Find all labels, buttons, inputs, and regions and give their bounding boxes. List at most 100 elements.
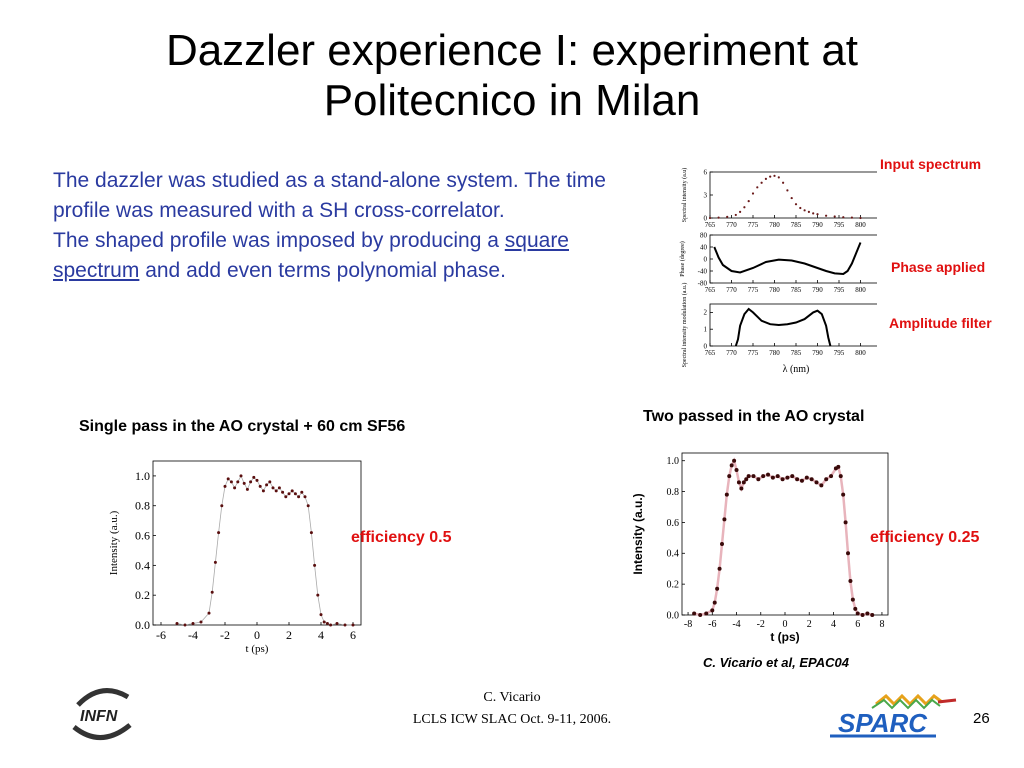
data-point [780, 477, 785, 482]
data-point [306, 504, 310, 508]
spectral-panels-figure: 765770775780785790795800805036Spectral i… [679, 168, 877, 375]
data-point [183, 623, 187, 627]
body-paragraph-2: The shaped profile was imposed by produc… [53, 226, 613, 286]
x-tick-label: 0 [254, 628, 260, 642]
y-axis-label: Spectral intensity (a.u) [681, 168, 688, 222]
slide-title-line2: Politecnico in Milan [323, 76, 701, 125]
y-tick-label: 1 [704, 326, 708, 334]
data-point [838, 474, 843, 479]
data-point [213, 560, 217, 564]
y-tick-label: 0.0 [135, 618, 150, 632]
data-point [191, 622, 195, 626]
data-point [756, 186, 759, 189]
square-spectrum-link[interactable]: square spectrum [53, 229, 569, 282]
y-tick-label: 0.6 [667, 518, 680, 529]
data-point [751, 192, 755, 195]
single-pass-time-profile-chart: -6 -4 -2 0 2 4 6 0.0 0.2 0.4 0.6 0.8 1.0 t (ps) Intens… [108, 460, 362, 655]
x-tick-label: 2 [807, 619, 812, 630]
data-point [710, 608, 715, 613]
y-axis-label: Intensity (a.u.) [108, 510, 120, 575]
data-point [732, 458, 737, 463]
body-paragraph-2-start: The shaped profile was imposed by produc… [53, 229, 505, 252]
x-axis-label: t (ps) [246, 643, 269, 655]
data-point [343, 623, 347, 627]
data-point [729, 463, 734, 468]
x-tick-label: 795 [834, 349, 845, 357]
data-point [300, 490, 304, 494]
amplitude-filter-label: Amplitude filter [889, 315, 992, 331]
data-point [816, 213, 819, 216]
y-tick-label: 0.4 [135, 558, 150, 572]
data-point [708, 216, 712, 220]
x-tick-label: -4 [188, 628, 198, 642]
data-point [785, 475, 790, 480]
data-point [770, 475, 775, 480]
x-tick-label: 785 [791, 221, 802, 229]
data-point [809, 477, 814, 482]
y-tick-label: 0 [704, 214, 708, 222]
x-tick-label: 800 [855, 221, 866, 229]
data-point [717, 216, 720, 219]
sparc-logo: SPARC [830, 693, 957, 738]
data-point [855, 611, 860, 616]
data-point [842, 216, 845, 219]
data-point [220, 504, 224, 508]
x-tick-label: 780 [769, 221, 780, 229]
y-axis-label: Intensity (a.u.) [632, 493, 645, 574]
input-spectrum-plot: 765770775780785790795800805036Spectral i… [681, 168, 877, 229]
plot-frame [709, 171, 877, 219]
data-point [303, 495, 307, 499]
data-point [217, 531, 221, 535]
x-tick-label: 8 [879, 619, 884, 630]
two-pass-time-profile-chart: -8 -6 -4 -2 0 2 4 6 8 0.0 0.2 0.4 0.6 0.8 1.0 t (ps) Int… [632, 452, 889, 644]
y-tick-label: 3 [704, 191, 708, 199]
data-point [739, 210, 742, 213]
y-tick-label: 1.0 [135, 469, 150, 483]
data-point [799, 478, 804, 483]
x-tick-label: -8 [684, 619, 692, 630]
data-point [850, 597, 855, 602]
x-tick-label: 770 [726, 349, 737, 357]
data-point [351, 623, 355, 627]
x-axis-label: t (ps) [770, 630, 799, 644]
data-point [261, 489, 265, 493]
footer-event: LCLS ICW SLAC Oct. 9-11, 2006. [412, 712, 612, 727]
data-point [199, 620, 203, 624]
x-tick-label: 785 [791, 286, 802, 294]
data-point [268, 480, 272, 484]
data-point [692, 611, 697, 616]
phase-plot: 76577077578078579079580080580400-40-80Ph… [679, 231, 877, 294]
data-point [287, 492, 291, 496]
x-tick-label: 765 [705, 286, 716, 294]
data-point [704, 611, 709, 616]
y-tick-label: 0.8 [135, 499, 150, 513]
input-spectrum-label: Input spectrum [880, 156, 982, 172]
data-point [775, 474, 780, 479]
caption-left: Single pass in the AO crystal + 60 cm SF… [79, 418, 406, 435]
data-point [239, 474, 243, 478]
data-point [829, 474, 834, 479]
data-point [329, 623, 333, 627]
data-point [824, 477, 829, 482]
data-point [761, 474, 766, 479]
x-tick-label: -6 [708, 619, 716, 630]
data-point [756, 477, 761, 482]
data-point [245, 487, 249, 491]
body-paragraph-2-end: and add even terms polynomial phase. [139, 259, 506, 282]
y-axis-label: Phase (degree) [679, 241, 686, 276]
data-point [255, 478, 259, 482]
x-tick-label: 790 [812, 286, 823, 294]
data-point [698, 613, 703, 617]
y-tick-label: 2 [704, 309, 708, 317]
data-point [812, 212, 815, 215]
x-tick-label: 795 [834, 221, 845, 229]
footer-author: C. Vicario [483, 690, 541, 705]
data-point [223, 484, 227, 488]
data-point [175, 622, 179, 626]
y-tick-label: 40 [700, 243, 708, 251]
data-point [249, 480, 253, 484]
slide-title: Dazzler experience I: experiment at Poli… [40, 26, 984, 126]
data-point [265, 483, 269, 487]
x-tick-label: 765 [705, 349, 716, 357]
data-point [782, 181, 785, 184]
